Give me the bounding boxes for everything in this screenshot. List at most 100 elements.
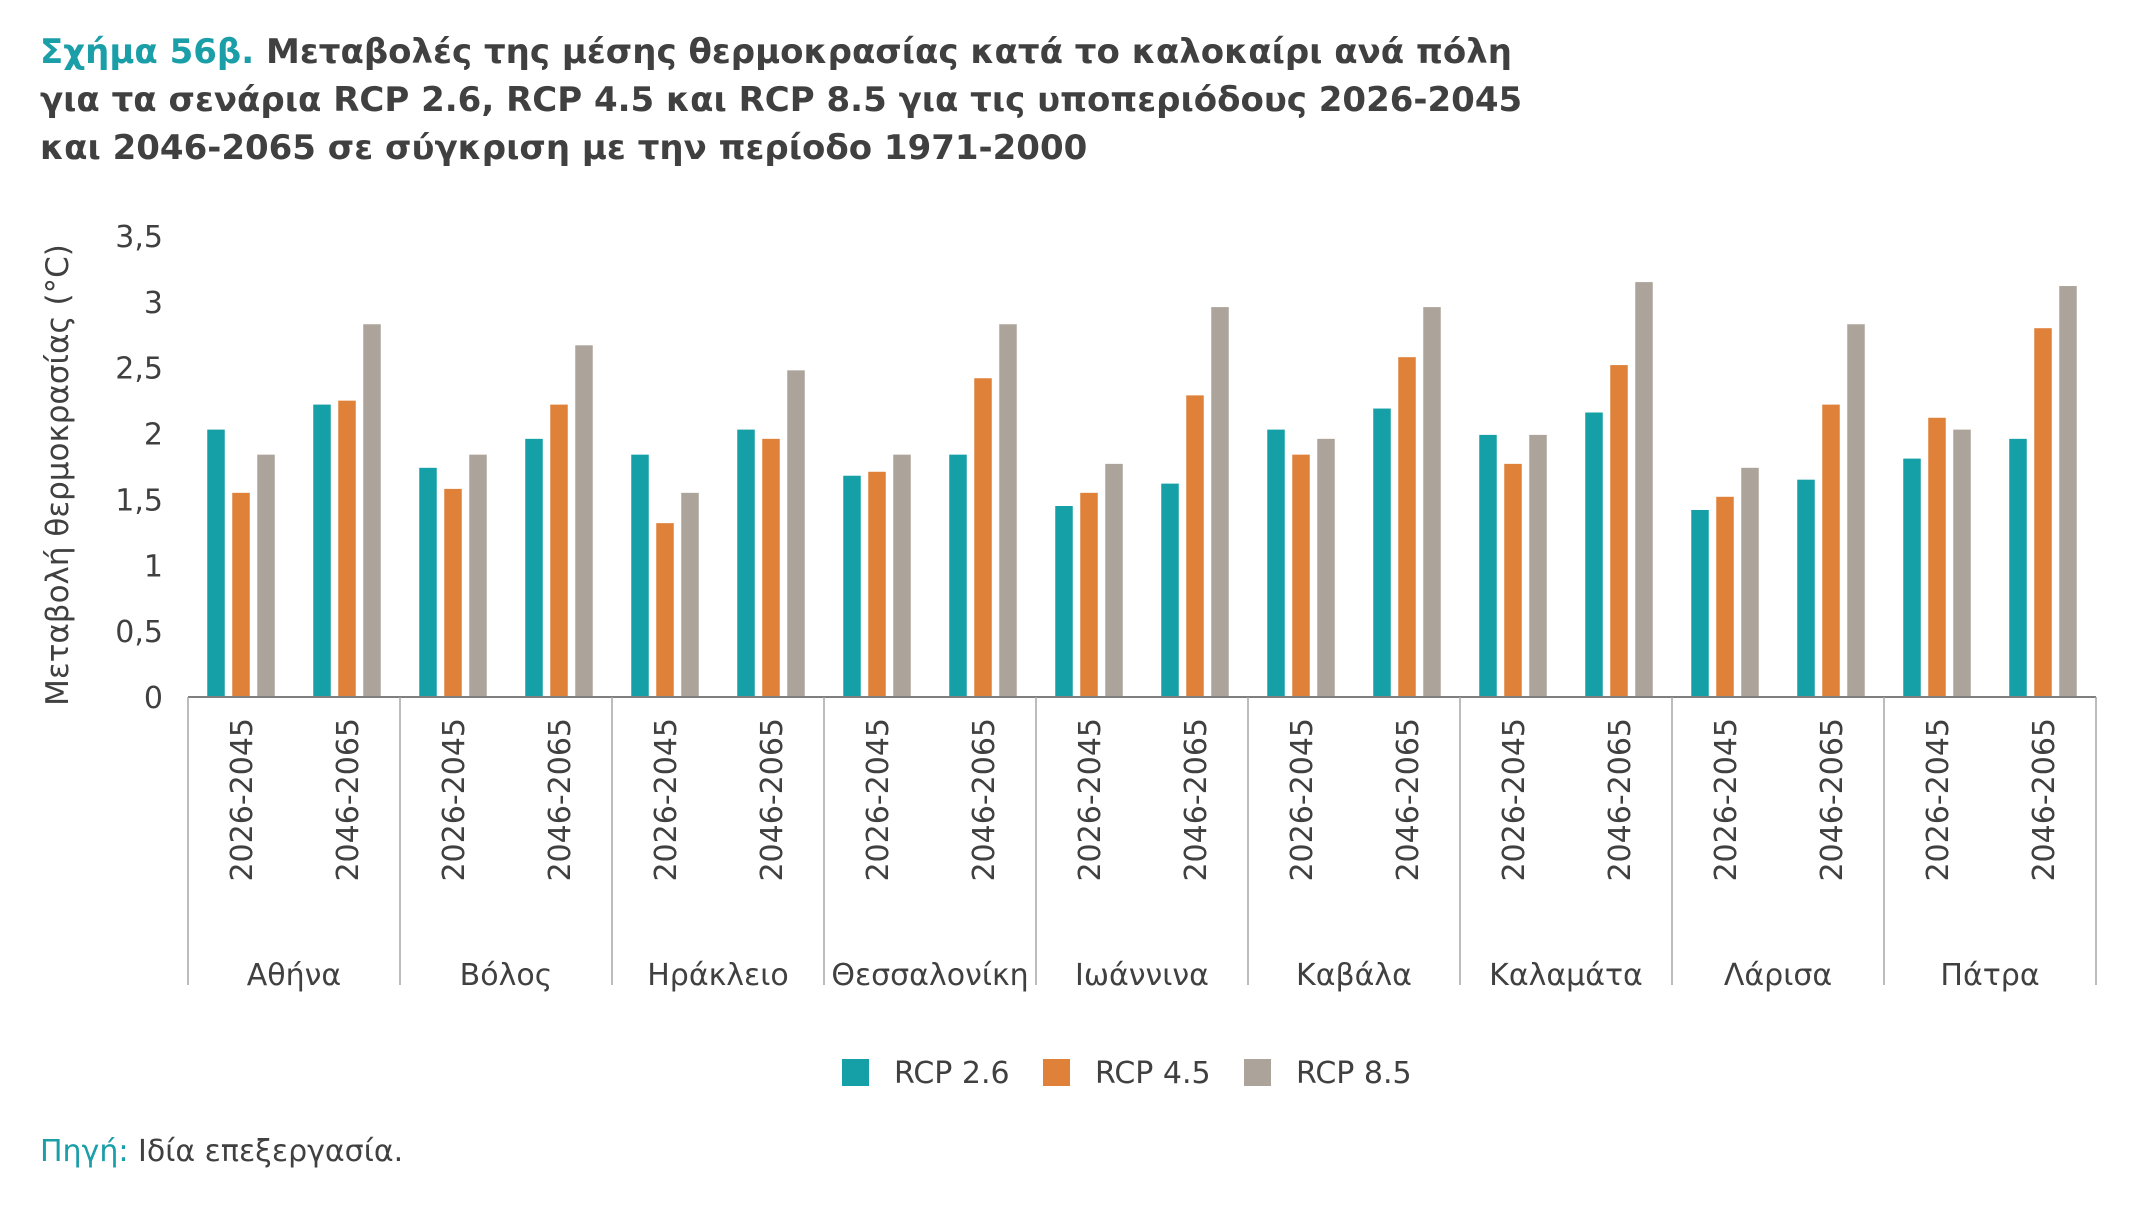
bar-rcp-2-6	[1055, 506, 1073, 697]
bar-rcp-2-6	[1267, 429, 1285, 697]
legend-swatch	[842, 1059, 869, 1086]
bar-rcp-4-5	[762, 438, 780, 697]
y-axis-label: Μεταβολή θερμοκρασίας (°C)	[40, 244, 76, 706]
bar-rcp-4-5	[1610, 365, 1628, 697]
bar-rcp-8-5	[1105, 463, 1123, 697]
x-tick-label: 2026-2045	[1921, 718, 1956, 882]
bar-rcp-2-6	[737, 429, 755, 697]
bar-rcp-2-6	[1161, 483, 1179, 697]
group-label: Ιωάννινα	[1075, 958, 1209, 993]
bar-rcp-8-5	[363, 324, 381, 697]
x-tick-label: 2026-2045	[1709, 718, 1744, 882]
x-tick-label: 2026-2045	[225, 718, 260, 882]
bar-rcp-8-5	[681, 492, 699, 697]
x-tick-label: 2026-2045	[649, 718, 684, 882]
bar-rcp-4-5	[1822, 404, 1840, 697]
bar-rcp-8-5	[575, 345, 593, 697]
x-tick-label: 2046-2065	[2027, 718, 2062, 882]
bar-rcp-2-6	[1585, 412, 1603, 697]
bar-rcp-4-5	[1080, 492, 1098, 697]
bar-rcp-2-6	[525, 438, 543, 697]
bar-rcp-4-5	[1186, 395, 1204, 697]
bar-rcp-4-5	[1928, 417, 1946, 697]
y-tick-label: 2,5	[115, 352, 163, 387]
group-label: Αθήνα	[247, 958, 341, 993]
bar-rcp-4-5	[974, 378, 992, 697]
bar-rcp-8-5	[1635, 282, 1653, 697]
bar-rcp-2-6	[843, 475, 861, 697]
x-axis: 2026-2045 2046-2065 Αθήνα 2026-2045 2046-206…	[187, 696, 2097, 993]
x-tick-label: 2046-2065	[967, 718, 1002, 882]
bar-rcp-2-6	[1797, 479, 1815, 697]
bar-rcp-8-5	[787, 370, 805, 697]
y-axis: 0 0,5 1 1,5 2 2,5 3 3,5	[115, 220, 163, 716]
bar-rcp-4-5	[656, 523, 674, 697]
y-tick-label: 2	[144, 418, 163, 453]
bar-rcp-2-6	[1479, 434, 1497, 697]
source-note: Πηγή: Ιδία επεξεργασία.	[40, 1134, 403, 1169]
bar-rcp-8-5	[1953, 429, 1971, 697]
y-tick-label: 0	[144, 681, 163, 716]
bar-rcp-4-5	[444, 488, 462, 697]
bar-rcp-2-6	[1691, 509, 1709, 697]
x-tick-label: 2026-2045	[1497, 718, 1532, 882]
bar-rcp-2-6	[1373, 408, 1391, 697]
x-tick-label: 2046-2065	[1815, 718, 1850, 882]
bar-rcp-8-5	[2059, 286, 2077, 697]
figure-label: Σχήμα 56β.	[40, 32, 255, 72]
group-label: Θεσσαλονίκη	[831, 958, 1028, 993]
legend-swatch	[1043, 1059, 1070, 1086]
bar-rcp-4-5	[868, 471, 886, 697]
legend-label: RCP 2.6	[894, 1056, 1010, 1091]
source-label: Πηγή:	[40, 1134, 129, 1169]
bar-rcp-8-5	[1317, 438, 1335, 697]
title-text: Μεταβολές της μέσης θερμοκρασίας κατά το…	[40, 32, 1523, 168]
bar-rcp-8-5	[1529, 434, 1547, 697]
bar-rcp-4-5	[1398, 357, 1416, 697]
x-tick-label: 2046-2065	[1391, 718, 1426, 882]
y-tick-label: 1,5	[115, 483, 163, 518]
y-tick-label: 3	[144, 286, 163, 321]
bar-rcp-8-5	[999, 324, 1017, 697]
legend-swatch	[1244, 1059, 1271, 1086]
bar-rcp-4-5	[2034, 328, 2052, 697]
group-label: Λάρισα	[1724, 958, 1832, 993]
bar-rcp-8-5	[1741, 467, 1759, 697]
bar-rcp-8-5	[1423, 307, 1441, 697]
x-tick-label: 2046-2065	[543, 718, 578, 882]
bars	[207, 282, 2077, 697]
x-tick-label: 2026-2045	[861, 718, 896, 882]
bar-rcp-8-5	[469, 454, 487, 697]
group-label: Καλαμάτα	[1489, 958, 1643, 993]
source-text: Ιδία επεξεργασία.	[138, 1134, 404, 1169]
legend-label: RCP 8.5	[1296, 1056, 1412, 1091]
bar-rcp-4-5	[550, 404, 568, 697]
bar-rcp-2-6	[949, 454, 967, 697]
x-tick-label: 2046-2065	[1603, 718, 1638, 882]
group-label: Καβάλα	[1296, 958, 1412, 993]
legend-label: RCP 4.5	[1095, 1056, 1211, 1091]
bar-rcp-8-5	[1211, 307, 1229, 697]
bar-rcp-2-6	[631, 454, 649, 697]
x-tick-label: 2026-2045	[437, 718, 472, 882]
legend: RCP 2.6 RCP 4.5 RCP 8.5	[842, 1056, 1412, 1091]
bar-rcp-2-6	[419, 467, 437, 697]
bar-rcp-4-5	[1504, 463, 1522, 697]
chart-title: Σχήμα 56β. Μεταβολές της μέσης θερμοκρασ…	[40, 28, 1580, 172]
bar-rcp-4-5	[1716, 496, 1734, 697]
x-tick-label: 2046-2065	[331, 718, 366, 882]
y-tick-label: 3,5	[115, 220, 163, 255]
group-label: Πάτρα	[1940, 958, 2039, 993]
x-tick-label: 2046-2065	[1179, 718, 1214, 882]
x-tick-label: 2026-2045	[1285, 718, 1320, 882]
bar-rcp-4-5	[1292, 454, 1310, 697]
x-tick-label: 2046-2065	[755, 718, 790, 882]
y-tick-label: 1	[144, 549, 163, 584]
bar-rcp-2-6	[2009, 438, 2027, 697]
bar-rcp-2-6	[313, 404, 331, 697]
y-tick-label: 0,5	[115, 615, 163, 650]
bar-rcp-8-5	[257, 454, 275, 697]
group-label: Ηράκλειο	[647, 958, 789, 993]
bar-rcp-8-5	[893, 454, 911, 697]
